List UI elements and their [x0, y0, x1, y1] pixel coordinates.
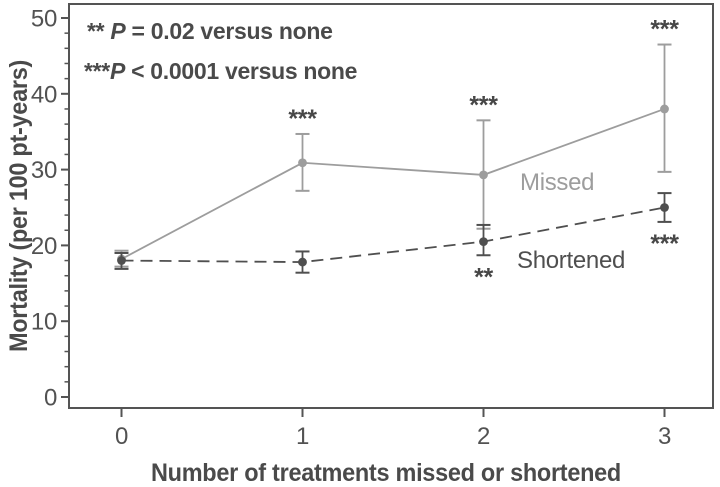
- x-axis-label: Number of treatments missed or shortened: [151, 459, 621, 487]
- y-tick-label: 40: [31, 81, 57, 108]
- stat-note: ***P < 0.0001 versus none: [84, 58, 357, 84]
- missed-data-point: [660, 104, 669, 114]
- y-tick-label: 50: [31, 6, 57, 33]
- x-tick-label: 3: [658, 423, 671, 450]
- y-tick-label: 10: [31, 309, 57, 336]
- y-tick-label: 20: [31, 233, 57, 260]
- shortened-data-point: [117, 256, 126, 265]
- shortened-data-point: [660, 203, 669, 212]
- x-tick-label: 2: [477, 423, 490, 450]
- shortened-data-point: [298, 257, 307, 267]
- missed-significance-marker: ***: [650, 16, 679, 44]
- x-tick-label: 0: [115, 423, 128, 450]
- missed-data-point: [479, 170, 488, 180]
- missed-significance-marker: ***: [288, 105, 317, 133]
- shortened-line: [121, 206, 665, 263]
- y-tick-label: 30: [31, 157, 57, 184]
- shortened-data-point: [479, 237, 488, 247]
- y-tick-label: 0: [44, 385, 57, 412]
- y-axis-label: Mortality (per 100 pt-years): [5, 60, 33, 352]
- missed-line: [121, 108, 665, 260]
- missed-significance-marker: ***: [469, 91, 498, 119]
- x-tick-label: 1: [296, 423, 309, 450]
- stat-note: ** P = 0.02 versus none: [87, 18, 333, 44]
- shortened-significance-marker: ***: [650, 230, 679, 258]
- shortened-significance-marker: **: [474, 263, 493, 291]
- shortened-series-label: Shortened: [517, 247, 625, 274]
- plot-frame: [68, 3, 714, 409]
- missed-data-point: [298, 158, 307, 168]
- missed-series-label: Missed: [520, 169, 594, 196]
